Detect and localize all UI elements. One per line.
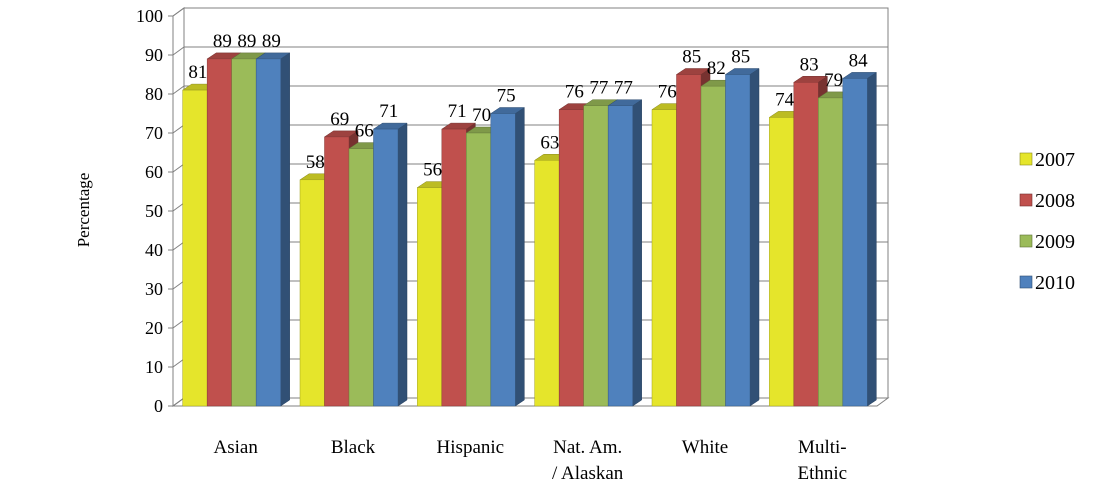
bar xyxy=(299,179,325,407)
data-label: 84 xyxy=(849,50,869,71)
data-label: 81 xyxy=(188,62,207,83)
bar-side xyxy=(280,52,290,407)
data-label: 85 xyxy=(682,47,701,68)
data-label: 85 xyxy=(731,47,750,68)
bar xyxy=(255,58,281,407)
x-axis-ticks: Asian Black Hispanic Nat. Am. / Alaskan White… xyxy=(214,437,848,484)
bar xyxy=(441,128,467,407)
bar-side xyxy=(749,68,760,407)
bar xyxy=(818,97,844,407)
y-tick-label: 0 xyxy=(154,396,163,416)
bar xyxy=(466,132,492,407)
bar xyxy=(700,85,726,407)
x-tick-label: Hispanic xyxy=(437,437,505,458)
data-label: 75 xyxy=(497,86,516,107)
y-tick-label: 50 xyxy=(145,201,163,221)
data-label: 71 xyxy=(448,101,467,122)
bar xyxy=(725,74,751,407)
bar xyxy=(231,58,257,407)
legend-label: 2008 xyxy=(1035,190,1075,212)
x-tick-label: White xyxy=(682,437,728,458)
y-tick-label: 100 xyxy=(136,6,163,26)
bar xyxy=(182,89,208,407)
bar xyxy=(583,105,609,407)
bar xyxy=(348,148,374,407)
data-label: 58 xyxy=(306,152,325,173)
data-label: 77 xyxy=(589,78,608,99)
bar xyxy=(417,187,443,407)
legend-label: 2010 xyxy=(1035,272,1075,294)
data-label: 89 xyxy=(262,31,281,52)
bar-side xyxy=(632,99,642,407)
legend: 2007 2008 2009 2010 xyxy=(1019,149,1075,294)
bar xyxy=(373,128,399,407)
data-label: 83 xyxy=(800,54,819,75)
y-tick-label: 70 xyxy=(145,123,163,143)
bar xyxy=(206,58,232,407)
x-tick-label: Ethnic xyxy=(798,463,848,484)
data-label: 56 xyxy=(423,160,442,181)
x-tick-label: Black xyxy=(331,437,376,458)
data-label: 70 xyxy=(472,105,491,126)
legend-swatch xyxy=(1019,275,1033,289)
bars xyxy=(181,52,878,407)
bar xyxy=(793,82,819,407)
bar xyxy=(651,109,677,407)
data-label: 76 xyxy=(565,82,584,103)
y-tick-label: 20 xyxy=(145,318,163,338)
bar xyxy=(558,109,584,407)
legend-label: 2007 xyxy=(1035,149,1075,171)
data-label: 66 xyxy=(355,121,374,142)
x-tick-label: / Alaskan xyxy=(552,463,624,484)
bar xyxy=(324,136,350,407)
bar-side xyxy=(867,71,877,407)
data-label: 82 xyxy=(707,58,726,79)
gridline xyxy=(172,46,888,56)
data-label: 76 xyxy=(658,82,677,103)
bar xyxy=(769,117,795,407)
y-tick-label: 90 xyxy=(145,45,163,65)
y-tick-label: 60 xyxy=(145,162,163,182)
data-label: 71 xyxy=(379,101,398,122)
data-label: 74 xyxy=(775,89,795,110)
gridline xyxy=(172,7,888,17)
legend-swatch xyxy=(1019,152,1033,166)
x-tick-label: Asian xyxy=(214,437,259,458)
y-tick-label: 80 xyxy=(145,84,163,104)
bar xyxy=(842,78,868,407)
bar xyxy=(490,113,516,407)
y-axis-ticks: 0 10 20 30 40 50 60 70 80 90 100 xyxy=(136,6,174,416)
x-tick-label: Multi- xyxy=(798,437,847,458)
data-label: 69 xyxy=(330,109,349,130)
data-label: 77 xyxy=(614,78,633,99)
y-tick-label: 10 xyxy=(145,357,163,377)
bar-side xyxy=(397,122,408,407)
bar xyxy=(676,74,702,407)
gridline xyxy=(172,85,888,95)
bar xyxy=(607,105,633,407)
data-label: 63 xyxy=(540,132,559,153)
y-tick-label: 40 xyxy=(145,240,163,260)
bar xyxy=(534,160,560,407)
y-tick-label: 30 xyxy=(145,279,163,299)
legend-swatch xyxy=(1019,193,1033,207)
x-tick-label: Nat. Am. xyxy=(553,437,622,458)
data-label: 89 xyxy=(213,31,232,52)
bar-side xyxy=(515,107,525,407)
y-axis-label: Percentage xyxy=(74,173,93,248)
data-label: 79 xyxy=(824,70,843,91)
legend-label: 2009 xyxy=(1035,231,1075,253)
legend-swatch xyxy=(1019,234,1033,248)
data-label: 89 xyxy=(237,31,256,52)
